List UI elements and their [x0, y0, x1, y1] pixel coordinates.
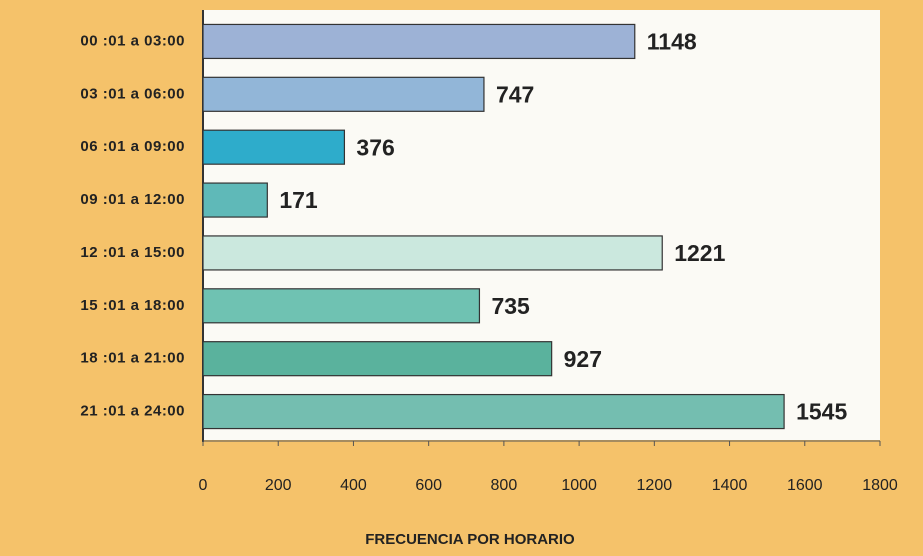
value-label: 735	[491, 293, 530, 319]
value-label: 1221	[674, 240, 725, 266]
x-tick-label: 200	[265, 477, 292, 494]
y-tick-label: 00 :01 a 03:00	[80, 32, 185, 49]
value-label: 1545	[796, 399, 847, 425]
y-tick-label: 12 :01 a 15:00	[80, 244, 185, 261]
x-tick-label: 1800	[862, 477, 898, 494]
y-tick-label: 09 :01 a 12:00	[80, 191, 185, 208]
bar	[202, 23, 636, 60]
x-axis-label: FRECUENCIA POR HORARIO	[365, 531, 575, 548]
y-tick-label: 03 :01 a 06:00	[80, 85, 185, 102]
value-label: 376	[356, 134, 394, 160]
value-label: 171	[279, 187, 318, 213]
y-tick-label: 15 :01 a 18:00	[80, 297, 185, 314]
y-tick-label: 18 :01 a 21:00	[80, 350, 185, 367]
x-tick-label: 1400	[712, 477, 748, 494]
bar	[202, 288, 481, 324]
value-label: 1148	[647, 29, 697, 55]
bar	[202, 393, 785, 430]
bar	[202, 129, 346, 165]
x-tick-label: 1600	[787, 477, 823, 494]
value-label: 927	[564, 346, 602, 372]
x-tick-label: 400	[340, 477, 367, 494]
bar	[202, 182, 268, 218]
x-tick-label: 1200	[637, 477, 673, 494]
x-tick-label: 0	[199, 477, 208, 494]
y-tick-label: 21 :01 a 24:00	[80, 403, 185, 420]
x-tick-label: 1000	[561, 477, 597, 494]
x-tick-label: 600	[415, 477, 442, 494]
bar	[202, 76, 485, 112]
x-tick-label: 800	[491, 477, 518, 494]
value-label: 747	[496, 81, 534, 107]
bar	[202, 341, 553, 377]
y-tick-label: 06 :01 a 09:00	[80, 138, 185, 155]
bar	[202, 235, 663, 271]
